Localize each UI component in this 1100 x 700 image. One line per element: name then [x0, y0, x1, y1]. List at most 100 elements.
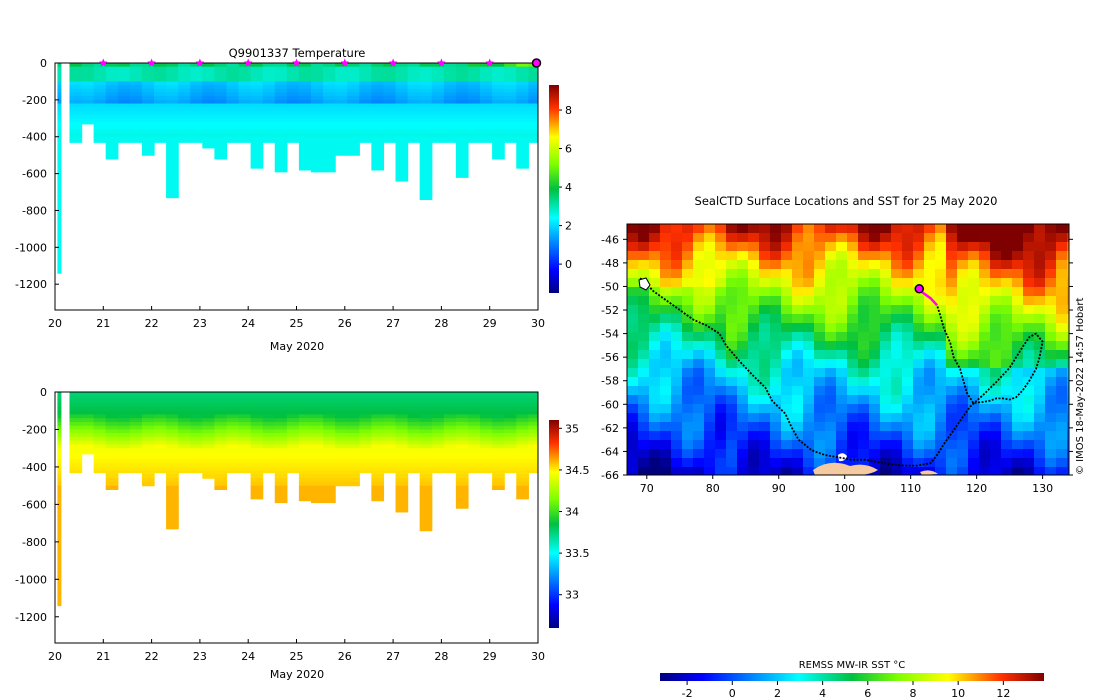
salinity-cell	[141, 395, 155, 401]
salinity-cell	[105, 444, 119, 449]
sst-cell	[979, 305, 991, 315]
surfacing-marker	[292, 58, 301, 67]
temperature-cell	[93, 63, 107, 68]
temperature-cell	[117, 92, 131, 97]
sst-cell	[715, 404, 727, 414]
temperature-cell	[347, 133, 360, 138]
sst-cell	[847, 431, 859, 441]
temperature-cell	[226, 63, 240, 68]
sst-cell	[748, 287, 760, 297]
sst-cell	[638, 287, 650, 297]
sst-cell	[902, 422, 914, 432]
temperature-cell	[250, 70, 264, 75]
sst-cell	[737, 260, 749, 270]
sst-cell	[627, 458, 639, 468]
sst-cell	[715, 386, 727, 396]
salinity-cell	[407, 451, 421, 457]
sst-cell	[737, 323, 749, 333]
temperature-cell	[298, 99, 312, 105]
salinity-cell	[419, 489, 433, 494]
sst-cell	[935, 368, 947, 378]
temperature-cell	[226, 140, 240, 143]
sst-cell	[902, 242, 914, 252]
salinity-cell	[262, 444, 276, 449]
sst-cell	[638, 467, 650, 475]
salinity-cell	[57, 594, 62, 599]
sst-cell	[748, 260, 760, 270]
sst-cell	[638, 314, 650, 324]
temperature-cell	[141, 66, 155, 71]
salinity-cell	[129, 433, 143, 438]
sst-cell	[1067, 260, 1069, 270]
sst-cell	[836, 377, 848, 387]
temperature-cell	[274, 118, 288, 123]
sst-cell	[671, 233, 683, 243]
sst-cell	[946, 296, 958, 306]
salinity-cell	[141, 429, 155, 434]
salinity-cell	[238, 448, 252, 453]
salinity-cell	[190, 418, 203, 423]
sst-cell	[792, 359, 804, 369]
salinity-cell	[516, 418, 529, 423]
temperature-cell	[335, 70, 348, 75]
salinity-cell	[69, 463, 83, 468]
temperature-cell	[383, 88, 397, 94]
x-tick-label: 28	[434, 650, 448, 663]
sst-cell	[968, 224, 980, 234]
temperature-cell	[431, 96, 445, 101]
sst-cell	[1067, 404, 1069, 414]
salinity-cell	[516, 496, 529, 500]
sst-cell	[847, 440, 859, 450]
sst-cell	[715, 251, 727, 261]
temperature-cell	[335, 103, 348, 108]
temperature-cell	[190, 74, 203, 79]
sst-cell	[990, 305, 1002, 315]
temperature-cell	[286, 136, 300, 142]
sst-cell	[1001, 251, 1013, 261]
sst-cell	[759, 224, 771, 234]
salinity-cell	[250, 392, 264, 397]
salinity-cell	[492, 440, 505, 446]
salinity-cell	[262, 466, 276, 472]
temperature-title: Q9901337 Temperature	[229, 46, 366, 60]
sst-cell	[759, 395, 771, 405]
salinity-cell	[516, 440, 529, 446]
sst-cell	[858, 413, 870, 423]
salinity-cell	[310, 395, 324, 401]
salinity-cell	[202, 406, 215, 412]
salinity-cell	[141, 418, 155, 423]
temperature-cell	[467, 133, 481, 138]
salinity-cell	[407, 444, 421, 449]
temperature-cell	[480, 140, 493, 143]
temperature-cell	[335, 96, 348, 101]
sst-cell	[704, 341, 716, 351]
temperature-cell	[480, 103, 493, 108]
salinity-cell	[141, 481, 155, 487]
sst-cell	[1001, 242, 1013, 252]
temperature-cell	[129, 96, 143, 101]
temperature-cell	[407, 129, 421, 134]
sst-cell	[990, 323, 1002, 333]
salinity-cell	[431, 451, 445, 457]
salinity-cell	[250, 466, 264, 472]
sst-cell	[627, 332, 639, 342]
salinity-cell	[178, 451, 191, 457]
sst-cell	[682, 422, 694, 432]
temperature-cell	[105, 121, 119, 127]
temperature-cell	[323, 129, 336, 134]
temperature-cell	[323, 144, 336, 149]
sst-cell	[1034, 242, 1046, 252]
sst-cell	[825, 386, 837, 396]
salinity-cell	[166, 478, 179, 483]
salinity-cell	[129, 429, 143, 434]
temperature-cell	[323, 121, 336, 127]
salinity-cell	[359, 455, 372, 461]
salinity-cell	[250, 429, 264, 434]
temperature-cell	[238, 121, 252, 127]
sst-cell	[1045, 368, 1057, 378]
temperature-cell	[214, 136, 228, 142]
temperature-cell	[274, 133, 288, 138]
y-tick-label: -400	[22, 461, 47, 474]
sst-cell	[759, 242, 771, 252]
sst-cell	[803, 233, 815, 243]
